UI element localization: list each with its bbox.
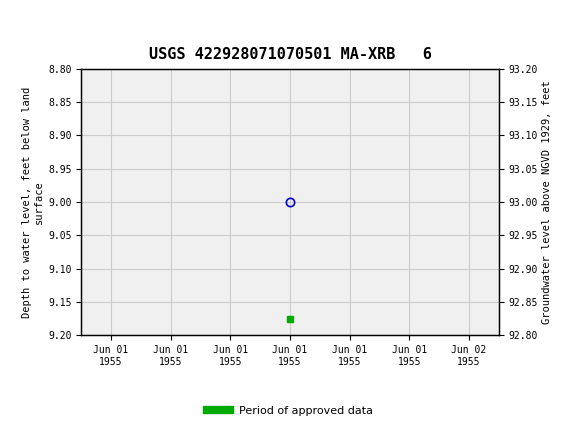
Text: ≡USGS: ≡USGS xyxy=(17,17,72,35)
Y-axis label: Depth to water level, feet below land
surface: Depth to water level, feet below land su… xyxy=(22,86,44,318)
Text: USGS 422928071070501 MA-XRB   6: USGS 422928071070501 MA-XRB 6 xyxy=(148,47,432,62)
Legend: Period of approved data: Period of approved data xyxy=(203,401,377,420)
Y-axis label: Groundwater level above NGVD 1929, feet: Groundwater level above NGVD 1929, feet xyxy=(542,80,552,324)
